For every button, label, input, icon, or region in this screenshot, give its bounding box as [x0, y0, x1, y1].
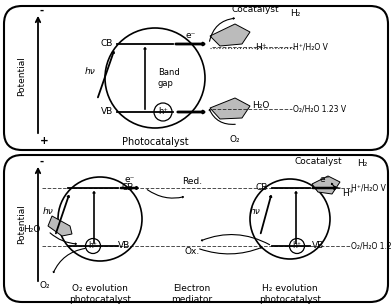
Text: CB: CB [101, 39, 113, 48]
Text: hν: hν [250, 207, 260, 215]
Text: +: + [40, 136, 49, 146]
Text: -: - [40, 6, 44, 16]
Text: Band
gap: Band gap [158, 68, 180, 88]
Text: VB: VB [312, 241, 324, 251]
Text: hν: hν [85, 66, 95, 76]
Text: Cocatalyst: Cocatalyst [231, 6, 279, 14]
Text: h⁺: h⁺ [292, 241, 301, 251]
Text: h⁺: h⁺ [89, 241, 98, 251]
Text: O₂: O₂ [230, 135, 240, 144]
Text: e⁻: e⁻ [125, 176, 135, 185]
Polygon shape [312, 176, 340, 194]
Text: e⁻: e⁻ [320, 176, 330, 185]
Text: Ox.: Ox. [184, 248, 200, 256]
Polygon shape [210, 98, 250, 119]
Text: VB: VB [118, 241, 130, 251]
FancyBboxPatch shape [4, 6, 388, 150]
Text: Potential: Potential [18, 204, 27, 244]
Text: Cocatalyst: Cocatalyst [294, 158, 342, 166]
Text: Photocatalyst: Photocatalyst [122, 137, 188, 147]
Polygon shape [48, 216, 72, 236]
Text: VB: VB [101, 107, 113, 117]
Text: Electron
mediator: Electron mediator [171, 284, 212, 304]
Text: H₂ evolution
photocatalyst: H₂ evolution photocatalyst [259, 284, 321, 304]
Text: -: - [40, 157, 44, 167]
Text: h⁺: h⁺ [158, 107, 168, 117]
FancyBboxPatch shape [4, 155, 388, 302]
Text: H₂O: H₂O [23, 225, 41, 233]
Text: H⁺: H⁺ [342, 189, 354, 199]
Text: CB: CB [121, 184, 133, 192]
Text: H⁺: H⁺ [255, 43, 267, 53]
Text: H⁺/H₂O V: H⁺/H₂O V [351, 184, 386, 192]
Text: CB: CB [256, 184, 268, 192]
Text: H⁺/H₂O V: H⁺/H₂O V [293, 43, 328, 51]
Text: H₂O: H₂O [252, 102, 269, 110]
Text: Potential: Potential [18, 56, 27, 96]
Text: e⁻: e⁻ [186, 31, 196, 39]
Text: Red.: Red. [182, 177, 202, 186]
Text: H₂: H₂ [290, 9, 300, 17]
Polygon shape [210, 24, 250, 46]
Text: H₂: H₂ [357, 159, 367, 169]
Text: O₂/H₂O 1.23 V: O₂/H₂O 1.23 V [293, 105, 346, 114]
Text: O₂: O₂ [40, 282, 50, 290]
Text: O₂ evolution
photocatalyst: O₂ evolution photocatalyst [69, 284, 131, 304]
Text: hν: hν [43, 207, 53, 215]
Text: O₂/H₂O 1.23 V: O₂/H₂O 1.23 V [351, 241, 392, 251]
